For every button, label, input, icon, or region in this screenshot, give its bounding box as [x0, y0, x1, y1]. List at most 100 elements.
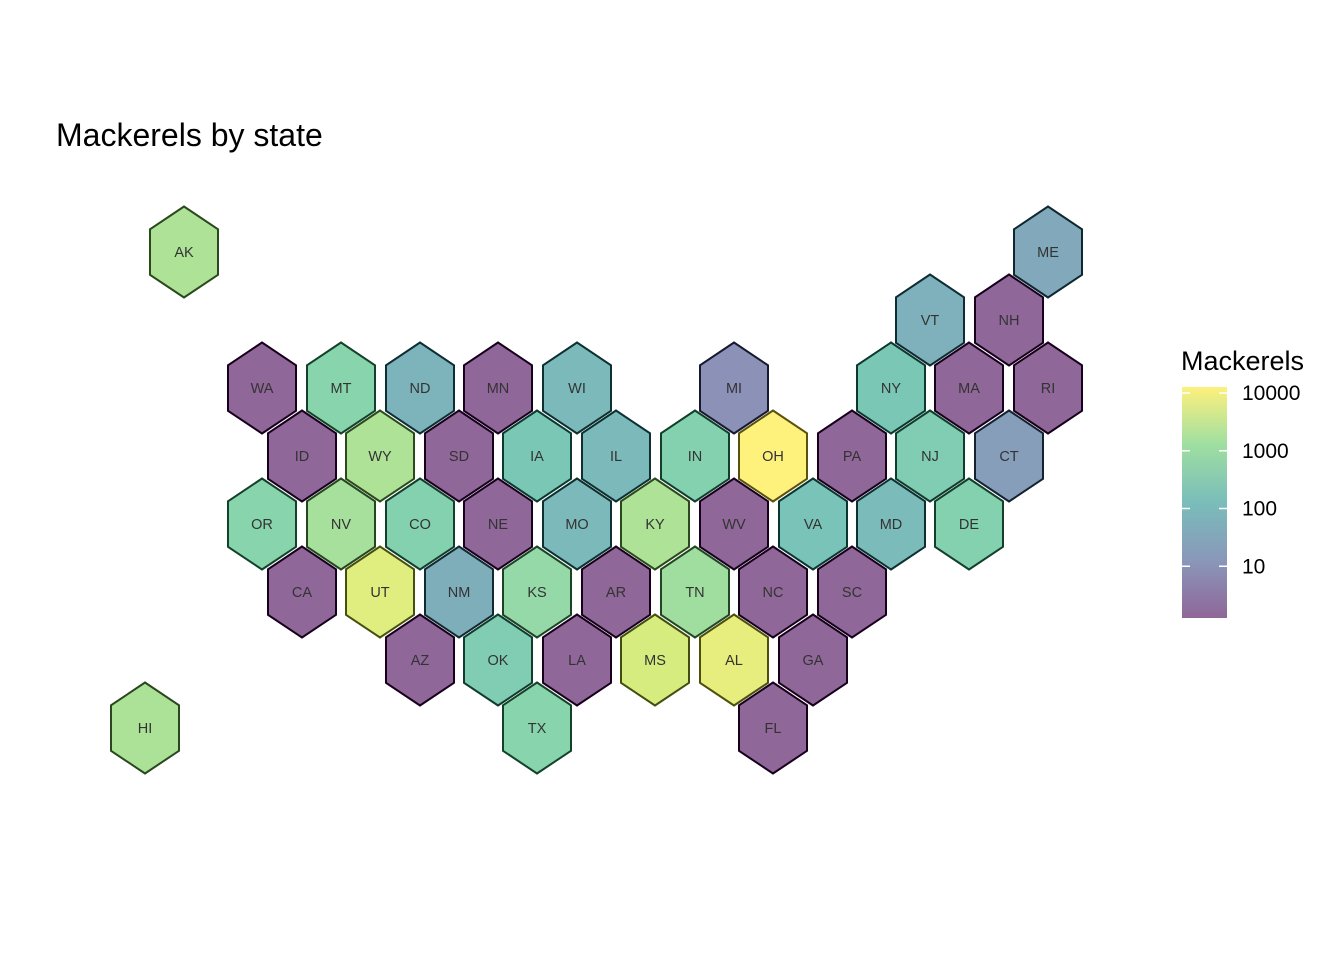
state-mi: MI	[699, 341, 769, 435]
state-or: OR	[227, 477, 297, 571]
state-va: VA	[778, 477, 848, 571]
chart-title: Mackerels by state	[56, 117, 323, 153]
state-hex	[542, 341, 612, 435]
state-label: SC	[842, 585, 862, 601]
state-mt: MT	[306, 341, 376, 435]
state-mo: MO	[542, 477, 612, 571]
state-hex	[1013, 205, 1083, 299]
state-hex	[345, 409, 415, 503]
state-hex	[424, 545, 494, 639]
state-hex	[542, 477, 612, 571]
state-hex	[778, 477, 848, 571]
state-hex	[306, 477, 376, 571]
state-nm: NM	[424, 545, 494, 639]
state-label: AK	[174, 245, 194, 261]
state-ma: MA	[934, 341, 1004, 435]
state-hex	[463, 613, 533, 707]
state-la: LA	[542, 613, 612, 707]
state-label: ID	[295, 449, 310, 465]
state-ct: CT	[974, 409, 1044, 503]
state-label: VT	[921, 313, 940, 329]
state-hex	[738, 681, 808, 775]
state-label: WY	[368, 449, 392, 465]
state-label: NC	[763, 585, 784, 601]
state-wy: WY	[345, 409, 415, 503]
state-label: NH	[999, 313, 1020, 329]
state-label: HI	[138, 721, 153, 737]
state-ga: GA	[778, 613, 848, 707]
state-label: ME	[1037, 245, 1059, 261]
state-hex	[1013, 341, 1083, 435]
state-label: KS	[527, 585, 546, 601]
state-hex	[385, 613, 455, 707]
state-label: DE	[959, 517, 979, 533]
state-il: IL	[581, 409, 651, 503]
state-ny: NY	[856, 341, 926, 435]
state-hex	[306, 341, 376, 435]
state-label: FL	[765, 721, 782, 737]
state-hex	[856, 341, 926, 435]
state-label: AZ	[411, 653, 430, 669]
state-hex	[699, 613, 769, 707]
state-ms: MS	[620, 613, 690, 707]
state-hex	[345, 545, 415, 639]
state-label: CT	[999, 449, 1018, 465]
state-ut: UT	[345, 545, 415, 639]
state-label: OR	[251, 517, 273, 533]
state-wi: WI	[542, 341, 612, 435]
state-hex	[424, 409, 494, 503]
state-co: CO	[385, 477, 455, 571]
state-hex	[463, 341, 533, 435]
state-label: GA	[803, 653, 824, 669]
state-hex	[660, 409, 730, 503]
state-hex	[227, 477, 297, 571]
state-hex	[699, 477, 769, 571]
state-label: NE	[488, 517, 508, 533]
state-label: NJ	[921, 449, 939, 465]
state-ok: OK	[463, 613, 533, 707]
state-hi: HI	[110, 681, 180, 775]
state-hex	[934, 341, 1004, 435]
state-label: NM	[448, 585, 471, 601]
state-nv: NV	[306, 477, 376, 571]
state-hex	[385, 341, 455, 435]
state-label: MN	[487, 381, 510, 397]
state-ne: NE	[463, 477, 533, 571]
legend-tick-label: 10000	[1242, 382, 1300, 405]
state-oh: OH	[738, 409, 808, 503]
state-label: UT	[370, 585, 389, 601]
state-hex	[817, 409, 887, 503]
state-wa: WA	[227, 341, 297, 435]
state-al: AL	[699, 613, 769, 707]
state-label: RI	[1041, 381, 1056, 397]
state-tx: TX	[502, 681, 572, 775]
state-label: IA	[530, 449, 544, 465]
state-hex	[856, 477, 926, 571]
state-label: WI	[568, 381, 586, 397]
legend: Mackerels 10 100 1000 10000	[1181, 346, 1304, 618]
state-hex	[895, 273, 965, 367]
state-pa: PA	[817, 409, 887, 503]
state-label: KY	[645, 517, 665, 533]
state-nc: NC	[738, 545, 808, 639]
state-label: TX	[528, 721, 547, 737]
hex-map: AK HI ME VT NH WA MT ND MN WI MI NY MA RI ID WY SD IA IL IN…	[110, 205, 1083, 775]
state-label: AR	[606, 585, 626, 601]
state-ak: AK	[149, 205, 219, 299]
state-label: PA	[843, 449, 862, 465]
state-nj: NJ	[895, 409, 965, 503]
state-hex	[267, 409, 337, 503]
state-label: NY	[881, 381, 901, 397]
state-wv: WV	[699, 477, 769, 571]
state-hex	[738, 409, 808, 503]
state-label: IN	[688, 449, 703, 465]
state-label: OH	[762, 449, 784, 465]
state-ca: CA	[267, 545, 337, 639]
state-hex	[463, 477, 533, 571]
state-label: MD	[880, 517, 903, 533]
state-label: OK	[488, 653, 509, 669]
state-label: WV	[722, 517, 746, 533]
state-hex	[110, 681, 180, 775]
state-ky: KY	[620, 477, 690, 571]
state-hex	[974, 273, 1044, 367]
